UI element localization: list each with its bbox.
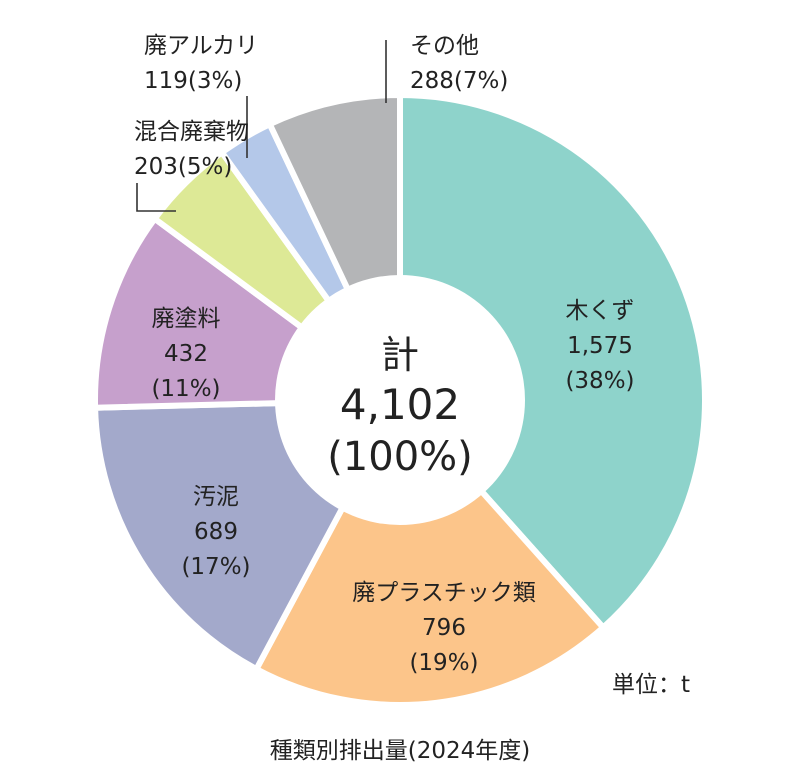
total-value: 4,102 (340, 380, 460, 429)
unit-label: 単位：t (612, 672, 690, 698)
chart-caption: 種類別排出量(2024年度) (270, 738, 530, 764)
total-label: 計 (381, 333, 419, 377)
slice-label-value-percent-5: 203(5%) (134, 154, 232, 180)
slice-label-category-3: 汚泥 (193, 484, 239, 510)
slice-label-category-1: 木くず (566, 298, 635, 324)
slice-label-value-percent-7: 288(7%) (410, 68, 508, 94)
donut-hole (275, 275, 525, 525)
slice-1 (397, 92, 708, 631)
slice-label-percent-1: (38%) (565, 368, 634, 394)
slice-label-percent-4: (11%) (151, 376, 220, 402)
slice-label-value-1: 1,575 (567, 333, 633, 359)
slice-label-category-7: その他 (410, 33, 479, 59)
slice-label-value-2: 796 (422, 615, 466, 641)
slice-label-percent-2: (19%) (409, 650, 478, 676)
slice-label-value-4: 432 (164, 341, 208, 367)
slice-label-value-3: 689 (194, 519, 238, 545)
total-percent: (100%) (327, 434, 473, 480)
slice-label-value-percent-6: 119(3%) (144, 68, 242, 94)
slice-label-percent-3: (17%) (181, 554, 250, 580)
slice-label-category-4: 廃塗料 (152, 306, 221, 332)
leader-line-5 (136, 183, 176, 212)
slice-label-category-5: 混合廃棄物 (134, 119, 249, 145)
slice-label-category-6: 廃アルカリ (144, 33, 258, 59)
slice-label-category-2: 廃プラスチック類 (352, 580, 536, 606)
slice-2 (253, 397, 607, 708)
